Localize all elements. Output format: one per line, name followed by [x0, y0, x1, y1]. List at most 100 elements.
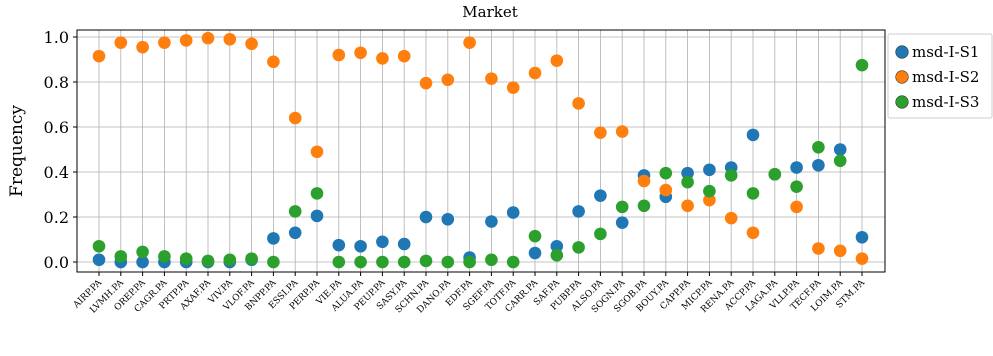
point-msd-I-S2-RENA.PA [724, 211, 738, 225]
point-msd-I-S3-LVMH.PA [114, 250, 128, 263]
point-msd-I-S2-PUBP.PA [572, 97, 585, 110]
point-msd-I-S3-DANO.PA [441, 255, 455, 269]
point-msd-I-S2-CARR.PA [528, 66, 542, 80]
point-msd-I-S3-BNPP.PA [267, 255, 280, 269]
point-msd-I-S3-ESSI.PA [288, 205, 302, 218]
y-axis: 0.0 0.2 0.4 0.6 0.8 1.0 [44, 28, 77, 272]
point-msd-I-S2-SGEF.PA [485, 72, 498, 85]
point-msd-I-S3-STM.PA [855, 58, 869, 72]
point-msd-I-S1-TECF.PA [812, 158, 825, 172]
point-msd-I-S3-VLLP.PA [790, 180, 803, 193]
point-msd-I-S3-LAGA.PA [768, 167, 782, 181]
point-msd-I-S2-ESSI.PA [288, 111, 302, 125]
point-msd-I-S2-BNPP.PA [267, 55, 280, 69]
legend-marker-msd-I-S3 [895, 95, 909, 109]
point-msd-I-S3-CAGR.PA [158, 250, 171, 263]
point-msd-I-S3-OREP.PA [136, 245, 149, 259]
point-msd-I-S3-VIE.PA [332, 255, 346, 269]
point-msd-I-S2-ACCP.PA [746, 226, 760, 240]
point-msd-I-S3-PERP.PA [310, 187, 324, 200]
point-msd-I-S3-TOTF.PA [506, 255, 520, 269]
legend-label-msd-I-S1: msd-I-S1 [912, 43, 979, 61]
point-msd-I-S2-LOIM.PA [833, 244, 847, 258]
point-msd-I-S1-PUBP.PA [572, 205, 585, 218]
y-tick-label: 1.0 [44, 28, 69, 47]
point-msd-I-S1-VLLP.PA [790, 161, 803, 174]
point-msd-I-S1-BNPP.PA [267, 232, 280, 245]
point-msd-I-S2-EDF.PA [463, 36, 476, 49]
point-msd-I-S2-DANO.PA [441, 73, 455, 87]
point-msd-I-S2-AIRP.PA [92, 49, 106, 63]
point-msd-I-S2-CAGR.PA [158, 36, 171, 49]
y-axis-label: Frequency [7, 105, 27, 197]
point-msd-I-S3-AXAF.PA [201, 254, 215, 268]
point-msd-I-S2-TOTF.PA [506, 81, 520, 94]
point-msd-I-S2-VIE.PA [332, 48, 346, 62]
point-msd-I-S1-AIRP.PA [92, 253, 106, 267]
point-msd-I-S2-VLLP.PA [790, 200, 803, 214]
legend-marker-msd-I-S2 [895, 70, 909, 84]
point-msd-I-S3-MICP.PA [703, 184, 716, 198]
point-msd-I-S3-LOIM.PA [833, 154, 847, 168]
y-tick-label: 0.6 [44, 118, 69, 137]
point-msd-I-S3-PEUP.PA [376, 255, 389, 269]
point-msd-I-S3-VLOF.PA [245, 252, 258, 265]
legend-box [887, 33, 993, 119]
point-msd-I-S1-PERP.PA [310, 209, 324, 223]
point-msd-I-S1-SGEF.PA [485, 215, 498, 228]
point-msd-I-S1-CARR.PA [528, 246, 542, 260]
point-msd-I-S1-MICP.PA [703, 163, 716, 177]
point-msd-I-S1-OREP.PA [136, 255, 149, 269]
point-msd-I-S3-ALSO.PA [594, 227, 607, 241]
point-msd-I-S2-TECF.PA [812, 242, 825, 255]
legend-marker-msd-I-S1 [895, 45, 909, 59]
plot-frame [76, 29, 886, 273]
legend-label-msd-I-S3: msd-I-S3 [912, 93, 979, 111]
point-msd-I-S2-VIV.PA [223, 32, 237, 46]
y-tick-label: 0.4 [44, 163, 69, 182]
point-msd-I-S1-SAF.PA [550, 239, 564, 253]
point-msd-I-S3-SGEF.PA [485, 253, 498, 267]
point-msd-I-S2-SAF.PA [550, 54, 564, 67]
y-tick-label: 0.0 [44, 253, 69, 272]
point-msd-I-S1-ALSO.PA [594, 189, 607, 202]
grid [77, 30, 885, 272]
point-msd-I-S3-CAPP.PA [681, 175, 694, 189]
point-msd-I-S3-PRTP.PA [179, 252, 193, 265]
point-msd-I-S2-STM.PA [855, 252, 869, 265]
point-msd-I-S1-ACCP.PA [746, 128, 760, 142]
point-msd-I-S2-VLOF.PA [245, 37, 258, 51]
point-msd-I-S1-SCHN.PA [419, 210, 433, 224]
point-msd-I-S3-SGOB.PA [637, 199, 651, 213]
point-msd-I-S1-DANO.PA [441, 212, 455, 226]
point-msd-I-S3-TECF.PA [812, 140, 825, 154]
point-msd-I-S2-ALUA.PA [354, 46, 367, 60]
y-tick-label: 0.8 [44, 73, 69, 92]
point-msd-I-S2-OREP.PA [136, 40, 149, 54]
point-msd-I-S2-CAPP.PA [681, 199, 694, 213]
point-msd-I-S3-AIRP.PA [92, 239, 106, 253]
point-msd-I-S1-SOGN.PA [615, 216, 629, 229]
point-msd-I-S3-SOGN.PA [615, 200, 629, 214]
point-msd-I-S3-VIV.PA [223, 253, 237, 267]
point-msd-I-S2-PERP.PA [310, 145, 324, 159]
point-msd-I-S1-TOTF.PA [506, 206, 520, 219]
point-msd-I-S3-ALUA.PA [354, 255, 367, 269]
y-tick-label: 0.2 [44, 208, 69, 227]
point-msd-I-S2-SOGN.PA [615, 125, 629, 138]
point-msd-I-S3-RENA.PA [724, 169, 738, 182]
point-msd-I-S2-ALSO.PA [594, 126, 607, 139]
point-msd-I-S1-STM.PA [855, 230, 869, 244]
point-msd-I-S3-SCHN.PA [419, 254, 433, 268]
point-msd-I-S3-ACCP.PA [746, 187, 760, 200]
point-msd-I-S3-SAF.PA [550, 248, 564, 262]
point-msd-I-S2-SASY.PA [397, 49, 411, 63]
point-msd-I-S2-MICP.PA [703, 193, 716, 207]
point-msd-I-S3-BOUY.PA [659, 166, 673, 180]
point-msd-I-S1-CAPP.PA [681, 166, 694, 180]
point-msd-I-S2-SGOB.PA [637, 174, 651, 188]
point-msd-I-S2-PRTP.PA [179, 34, 193, 47]
point-msd-I-S3-SASY.PA [397, 255, 411, 269]
